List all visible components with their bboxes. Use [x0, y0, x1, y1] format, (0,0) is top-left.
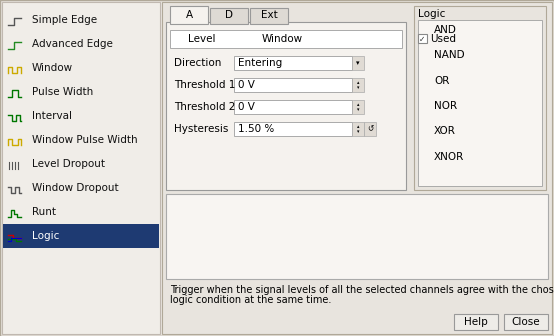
Text: ▴: ▴	[357, 102, 359, 107]
Text: Threshold 2: Threshold 2	[174, 102, 235, 112]
Text: XOR: XOR	[434, 126, 456, 136]
Text: Close: Close	[512, 317, 540, 327]
Text: ▾: ▾	[357, 85, 359, 90]
Text: Threshold 1: Threshold 1	[174, 80, 235, 90]
Text: Trigger when the signal levels of all the selected channels agree with the chose: Trigger when the signal levels of all th…	[170, 285, 554, 295]
Text: Hysteresis: Hysteresis	[174, 124, 228, 134]
Text: Help: Help	[464, 317, 488, 327]
Text: ▾: ▾	[356, 60, 360, 66]
Text: Window: Window	[262, 34, 303, 44]
Text: ↺: ↺	[367, 125, 373, 133]
Text: Level Dropout: Level Dropout	[32, 159, 105, 169]
Text: Logic: Logic	[32, 231, 59, 241]
Text: ▴: ▴	[357, 80, 359, 85]
Text: Used: Used	[430, 34, 456, 44]
Circle shape	[426, 28, 430, 32]
Text: Simple Edge: Simple Edge	[32, 15, 97, 25]
Text: ▾: ▾	[357, 129, 359, 134]
Text: NOR: NOR	[434, 101, 457, 111]
Text: Ext: Ext	[260, 10, 278, 20]
Text: logic condition at the same time.: logic condition at the same time.	[170, 295, 331, 305]
Text: Logic: Logic	[418, 9, 445, 19]
Text: ▾: ▾	[357, 107, 359, 112]
Text: 0 V: 0 V	[238, 80, 255, 90]
Text: A: A	[186, 10, 193, 20]
Text: Interval: Interval	[32, 111, 72, 121]
Text: Window Pulse Width: Window Pulse Width	[32, 135, 137, 145]
Text: Pulse Width: Pulse Width	[32, 87, 93, 97]
Text: 1.50 %: 1.50 %	[238, 124, 274, 134]
Text: Window: Window	[32, 63, 73, 73]
Text: NAND: NAND	[434, 50, 465, 60]
Text: Runt: Runt	[32, 207, 56, 217]
Text: Level: Level	[188, 34, 216, 44]
Circle shape	[180, 37, 184, 41]
Text: D: D	[225, 10, 233, 20]
Text: Window Dropout: Window Dropout	[32, 183, 119, 193]
Text: ▴: ▴	[357, 124, 359, 129]
Text: Advanced Edge: Advanced Edge	[32, 39, 113, 49]
Text: ✓: ✓	[419, 35, 425, 43]
Text: Direction: Direction	[174, 58, 222, 68]
Text: OR: OR	[434, 76, 449, 86]
Text: AND: AND	[434, 25, 457, 35]
Text: XNOR: XNOR	[434, 152, 464, 162]
Text: Entering: Entering	[238, 58, 282, 68]
Text: 0 V: 0 V	[238, 102, 255, 112]
